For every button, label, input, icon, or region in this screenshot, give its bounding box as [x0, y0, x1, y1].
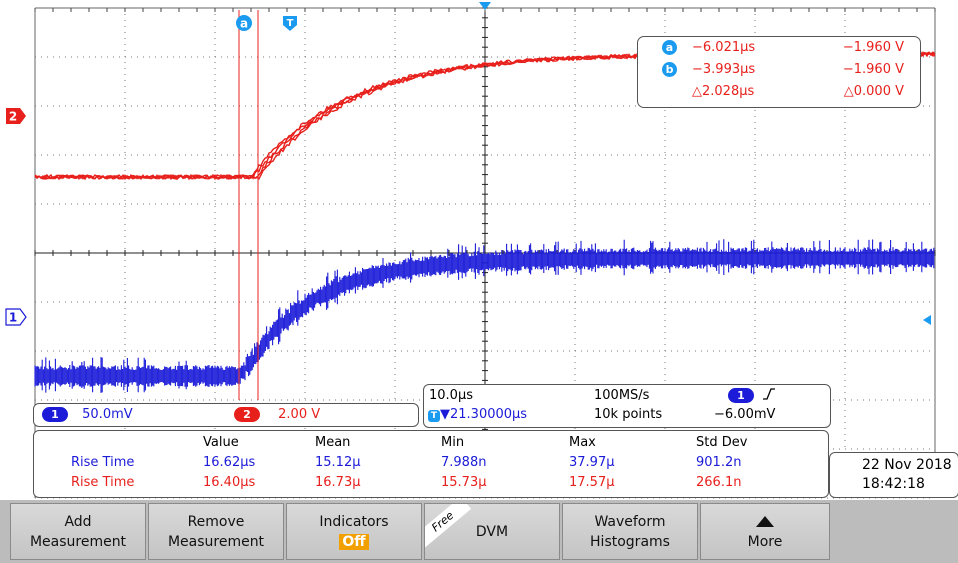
up-arrow-icon — [756, 516, 774, 527]
rising-edge-icon — [763, 388, 776, 400]
cursor-delta-voltage: △0.000 V — [843, 84, 904, 99]
trigger-position: T ▼21.30000μs — [428, 407, 527, 422]
ch2-level-marker-label: 2 — [9, 110, 17, 124]
remove-measurement-line1: Remove — [187, 514, 245, 530]
col-header-max: Max — [569, 435, 596, 450]
row-ch2-stddev: 266.1n — [696, 475, 742, 490]
cursor-a-badge: a — [662, 40, 677, 55]
ch2-badge: 2 — [234, 407, 260, 422]
add-measurement-line1: Add — [64, 514, 92, 530]
ch1-scale-readout[interactable]: 1 50.0mV — [42, 407, 133, 422]
date-time-display[interactable]: 22 Nov 2018 18:42:18 — [829, 452, 958, 498]
date-text: 22 Nov 2018 — [862, 457, 952, 473]
trigger-t-icon: T — [428, 410, 440, 422]
dvm-button[interactable]: Free DVM — [424, 503, 560, 560]
softkey-bar: Add Measurement Remove Measurement Indic… — [0, 500, 958, 563]
dvm-label: DVM — [475, 524, 509, 540]
row-ch1-value: 16.62μs — [203, 455, 256, 470]
cursor-a-marker[interactable]: a — [236, 15, 252, 31]
row-ch1-name: Rise Time — [71, 455, 135, 470]
indicators-state: Off — [339, 534, 369, 550]
sample-rate: 100MS/s — [594, 388, 650, 403]
trigger-ch-badge: 1 — [728, 388, 754, 403]
row-ch1-max: 37.97μ — [569, 455, 615, 470]
trigger-position-value: ▼21.30000μs — [440, 407, 528, 422]
row-ch1-min: 7.988n — [441, 455, 487, 470]
ch1-level-marker-label: 1 — [9, 311, 17, 325]
horizontal-scale: 10.0μs — [429, 388, 473, 403]
ch2-scale-readout[interactable]: 2 2.00 V — [234, 407, 320, 422]
table-row[interactable]: 2 Rise Time 16.40μs 16.73μ 15.73μ 17.57μ… — [34, 475, 828, 493]
waveform-histograms-button[interactable]: Waveform Histograms — [562, 503, 698, 560]
trigger-position-marker-label: T — [287, 18, 294, 29]
cursor-delta-time: △2.028μs — [692, 84, 755, 99]
col-header-min: Min — [441, 435, 465, 450]
trigger-level: −6.00mV — [714, 407, 776, 422]
indicators-label: Indicators — [319, 514, 389, 530]
timebase-readout[interactable]: 10.0μs 100MS/s 1 T ▼21.30000μs 10k points… — [423, 384, 831, 428]
add-measurement-line2: Measurement — [29, 534, 127, 550]
cursor-readout: a −6.021μs −1.960 V b −3.993μs −1.960 V … — [637, 36, 921, 108]
ch1-level-marker[interactable]: 1 — [5, 308, 27, 326]
row-ch1-mean: 15.12μ — [315, 455, 361, 470]
channel-scale-bar[interactable]: 1 50.0mV 2 2.00 V — [33, 403, 419, 427]
row-ch2-min: 15.73μ — [441, 475, 487, 490]
trigger-level-marker[interactable] — [923, 315, 931, 325]
row-ch1-stddev: 901.2n — [696, 455, 742, 470]
horizontal-center-marker — [479, 2, 491, 10]
indicators-button[interactable]: Indicators Off — [286, 503, 422, 560]
row-ch2-mean: 16.73μ — [315, 475, 361, 490]
table-row[interactable]: 1 Rise Time 16.62μs 15.12μ 7.988n 37.97μ… — [34, 455, 828, 473]
row-ch2-max: 17.57μ — [569, 475, 615, 490]
more-label: More — [747, 534, 783, 550]
cursor-b-voltage: −1.960 V — [842, 62, 904, 77]
col-header-stddev: Std Dev — [696, 435, 748, 450]
add-measurement-button[interactable]: Add Measurement — [10, 503, 146, 560]
measurement-table[interactable]: Value Mean Min Max Std Dev 1 Rise Time 1… — [33, 430, 829, 498]
more-button[interactable]: More — [700, 503, 830, 560]
row-ch2-value: 16.40μs — [203, 475, 256, 490]
ch2-scale: 2.00 V — [278, 407, 321, 422]
cursor-a-marker-label: a — [240, 17, 248, 31]
ch1-badge: 1 — [42, 407, 68, 422]
histograms-line1: Waveform — [594, 514, 666, 530]
col-header-value: Value — [203, 435, 239, 450]
row-ch2-badge: 2 — [47, 477, 55, 490]
trigger-position-marker[interactable]: T — [283, 16, 297, 31]
row-ch2-name: Rise Time — [71, 475, 135, 490]
col-header-mean: Mean — [315, 435, 351, 450]
cursor-b-badge: b — [662, 62, 677, 77]
cursor-a-time: −6.021μs — [692, 40, 756, 55]
ch1-scale: 50.0mV — [82, 407, 133, 422]
trigger-source: 1 — [728, 387, 776, 403]
ch2-level-marker[interactable]: 2 — [6, 108, 26, 124]
time-text: 18:42:18 — [862, 476, 925, 492]
record-length: 10k points — [594, 407, 663, 422]
row-ch1-badge: 1 — [47, 457, 55, 470]
remove-measurement-button[interactable]: Remove Measurement — [148, 503, 284, 560]
histograms-line2: Histograms — [590, 534, 670, 550]
remove-measurement-line2: Measurement — [167, 534, 265, 550]
cursor-b-time: −3.993μs — [692, 62, 756, 77]
cursor-a-voltage: −1.960 V — [842, 40, 904, 55]
